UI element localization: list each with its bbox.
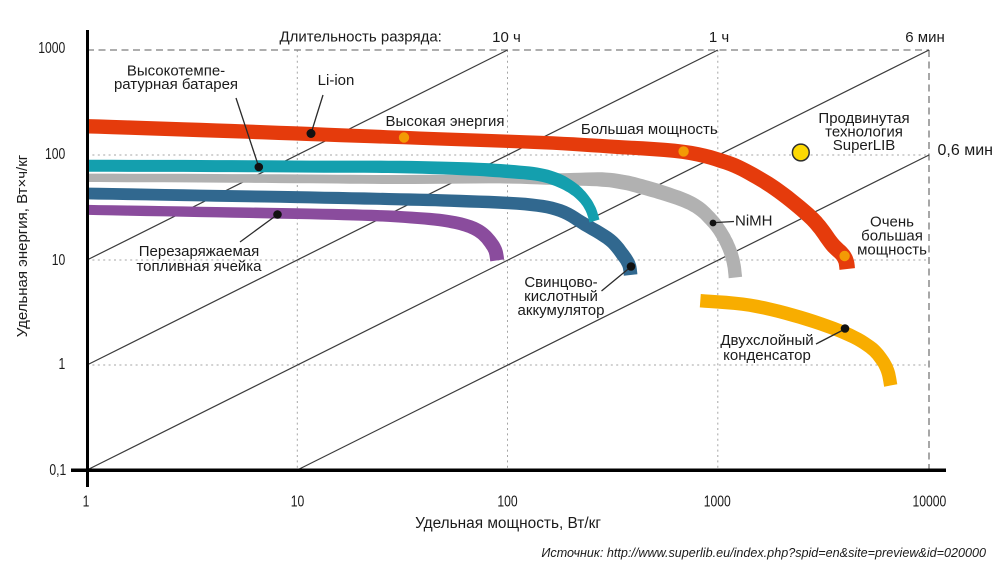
svg-text:Источник: http://www.superlib.: Источник: http://www.superlib.eu/index.p…	[541, 546, 986, 560]
svg-text:Длительность разряда:: Длительность разряда:	[280, 29, 442, 46]
svg-text:Двухслойный: Двухслойный	[720, 332, 813, 349]
svg-text:Удельная мощность, Вт/кг: Удельная мощность, Вт/кг	[415, 515, 601, 532]
svg-text:Большая мощность: Большая мощность	[581, 121, 718, 138]
svg-text:конденсатор: конденсатор	[723, 347, 811, 364]
svg-text:10000: 10000	[912, 493, 946, 511]
svg-text:10 ч: 10 ч	[492, 29, 521, 46]
svg-text:большая: большая	[861, 228, 923, 245]
svg-text:0,1: 0,1	[49, 461, 66, 479]
svg-text:Очень: Очень	[870, 214, 914, 231]
svg-text:Высокая энергия: Высокая энергия	[386, 113, 505, 130]
svg-text:1: 1	[59, 355, 66, 373]
svg-text:Высокотемпе-: Высокотемпе-	[127, 63, 225, 80]
svg-text:топливная ячейка: топливная ячейка	[136, 258, 262, 275]
svg-text:кислотный: кислотный	[524, 288, 598, 305]
svg-text:100: 100	[497, 493, 517, 511]
svg-text:мощность: мощность	[857, 242, 927, 259]
svg-text:SuperLIB: SuperLIB	[833, 137, 896, 154]
svg-text:аккумулятор: аккумулятор	[518, 302, 605, 319]
svg-text:Перезаряжаемая: Перезаряжаемая	[139, 243, 260, 260]
svg-text:100: 100	[45, 145, 65, 163]
svg-text:1000: 1000	[704, 493, 731, 511]
svg-text:Свинцово-: Свинцово-	[524, 274, 597, 291]
svg-text:NiMH: NiMH	[735, 213, 773, 230]
svg-text:10: 10	[52, 251, 66, 269]
svg-text:0,6 мин: 0,6 мин	[938, 142, 993, 159]
svg-text:технология: технология	[825, 124, 903, 141]
svg-text:Li-ion: Li-ion	[318, 72, 355, 89]
svg-text:10: 10	[291, 493, 305, 511]
svg-text:Удельная энергия, Вт×ч/кг: Удельная энергия, Вт×ч/кг	[14, 154, 31, 337]
svg-text:1 ч: 1 ч	[709, 29, 729, 46]
svg-text:6 мин: 6 мин	[905, 29, 945, 46]
svg-text:ратурная батарея: ратурная батарея	[114, 76, 238, 93]
svg-text:1: 1	[83, 493, 90, 511]
svg-text:1000: 1000	[38, 39, 65, 57]
svg-text:Продвинутая: Продвинутая	[818, 110, 909, 127]
